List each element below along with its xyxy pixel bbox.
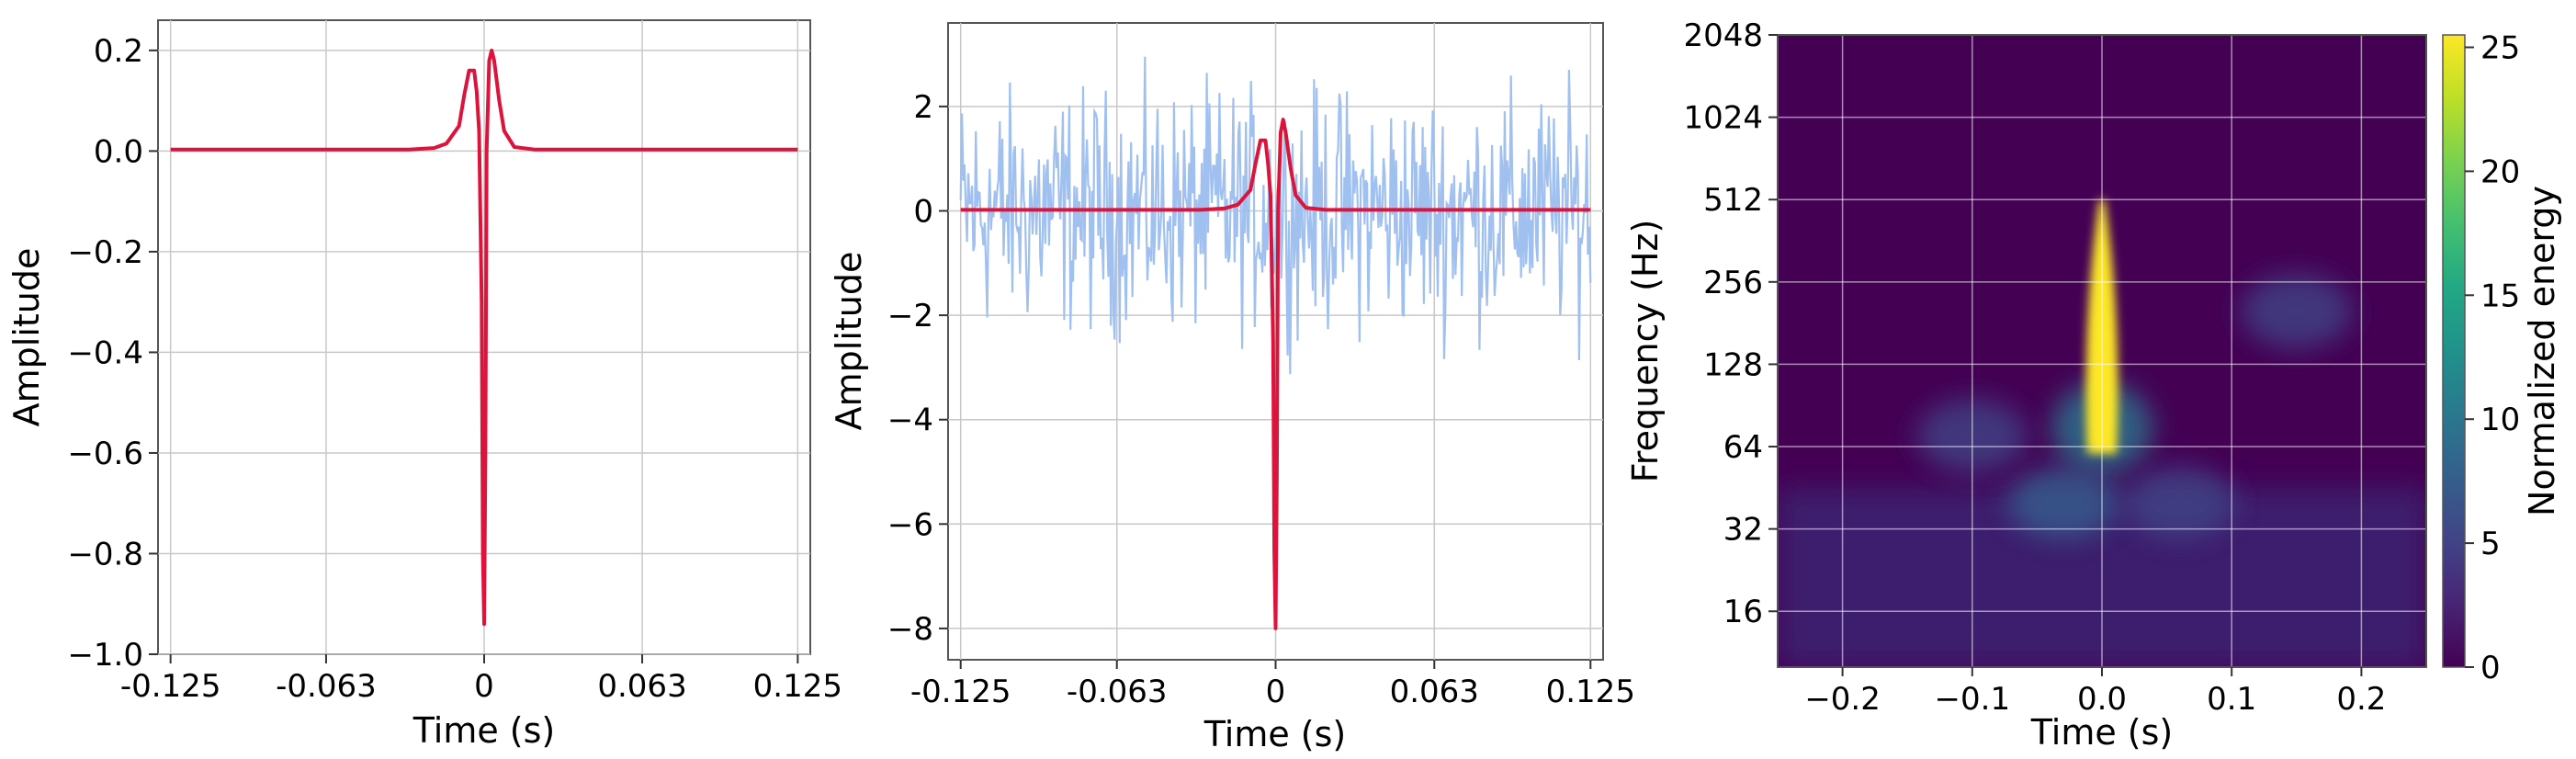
x-tick-label: 0.125 (1546, 674, 1635, 710)
y-tick-label: 0 (913, 193, 933, 230)
chart-panel-3: −0.2 −0.1 0.0 0.1 0.2 16 32 64 128 256 512 1024 204… (1625, 17, 2562, 753)
x-axis-label: Time (s) (2030, 712, 2174, 753)
energy-blob (2124, 465, 2235, 539)
y-tick-label: 32 (1723, 512, 1763, 549)
x-ticks: -0.125 -0.063 0 0.063 0.125 (910, 660, 1635, 710)
y-tick-label: −6 (887, 506, 933, 543)
x-tick-label: 0.063 (597, 668, 686, 705)
energy-blob (2007, 465, 2118, 539)
colorbar-tick-label: 0 (2480, 650, 2501, 686)
x-ticks: −0.2 −0.1 0.0 0.1 0.2 (1804, 667, 2386, 718)
y-tick-label: −0.6 (67, 436, 143, 472)
colorbar-tick-label: 10 (2480, 402, 2520, 438)
noise-series (959, 56, 1592, 375)
noise-layer (959, 56, 1592, 375)
x-tick-label: 0 (474, 668, 494, 705)
grid (1778, 35, 2426, 667)
colorbar-label: Normalized energy (2522, 186, 2562, 516)
x-tick-label: 0.2 (2336, 681, 2386, 718)
colorbar-tick-label: 25 (2480, 29, 2520, 66)
y-axis-label: Frequency (Hz) (1625, 220, 1666, 483)
x-tick-label: -0.125 (910, 674, 1011, 710)
colorbar-tick-label: 15 (2480, 278, 2520, 314)
colorbar-tick-label: 5 (2480, 526, 2501, 562)
x-tick-label: −0.2 (1804, 681, 1881, 718)
y-tick-label: 16 (1723, 594, 1763, 630)
x-ticks: -0.125 -0.063 0 0.063 0.125 (120, 654, 842, 705)
y-tick-label: 0.2 (94, 33, 143, 70)
y-tick-label: −2 (887, 298, 933, 334)
waveform-series (960, 118, 1591, 630)
y-tick-label: 256 (1703, 265, 1763, 301)
y-ticks: 2 0 −2 −4 −6 −8 (887, 89, 948, 648)
series-layer (170, 48, 798, 627)
y-tick-label: 64 (1723, 429, 1763, 466)
y-tick-label: −0.2 (67, 234, 143, 271)
y-tick-label: 0.0 (94, 133, 143, 170)
y-tick-label: −4 (887, 402, 933, 439)
colorbar-gradient (2442, 34, 2466, 668)
chart-panel-2: -0.125 -0.063 0 0.063 0.125 2 0 −2 −4 −6 −8 Time … (829, 22, 1635, 754)
x-tick-label: -0.063 (276, 668, 377, 705)
y-tick-label: −0.4 (67, 334, 143, 371)
y-ticks: 16 32 64 128 256 512 1024 2048 (1683, 17, 1778, 630)
x-tick-label: 0.125 (753, 668, 842, 705)
y-tick-label: 128 (1703, 346, 1763, 383)
y-tick-label: −0.8 (67, 536, 143, 572)
y-tick-label: −1.0 (67, 637, 143, 674)
x-tick-label: 0 (1266, 674, 1286, 710)
x-axis-label: Time (s) (412, 710, 556, 751)
x-tick-label: 0.1 (2207, 681, 2256, 718)
x-tick-label: 0.0 (2077, 681, 2127, 718)
colorbar: 0 5 10 15 20 25 Normalized energy (2442, 29, 2562, 686)
x-tick-label: -0.125 (120, 668, 221, 705)
energy-blob (2241, 274, 2352, 348)
x-tick-label: 0.063 (1390, 674, 1479, 710)
series-layer (960, 118, 1591, 630)
colorbar-tick-label: 20 (2480, 153, 2520, 190)
y-tick-label: −8 (887, 611, 933, 648)
y-tick-label: 2048 (1683, 17, 1763, 54)
y-tick-label: 2 (913, 89, 933, 126)
x-axis-label: Time (s) (1203, 714, 1347, 754)
y-axis-label: Amplitude (829, 252, 869, 431)
y-tick-label: 1024 (1683, 100, 1763, 137)
chart-panel-1: -0.125 -0.063 0 0.063 0.125 0.2 0.0 −0.2 −0.4 −0… (6, 19, 842, 751)
y-tick-label: 512 (1703, 182, 1763, 219)
y-ticks: 0.2 0.0 −0.2 −0.4 −0.6 −0.8 −1.0 (67, 33, 158, 674)
waveform-series (170, 48, 798, 627)
y-axis-label: Amplitude (6, 248, 47, 427)
x-tick-label: −0.1 (1935, 681, 2011, 718)
colorbar-ticks: 0 5 10 15 20 25 (2465, 29, 2520, 686)
x-tick-label: -0.063 (1067, 674, 1168, 710)
